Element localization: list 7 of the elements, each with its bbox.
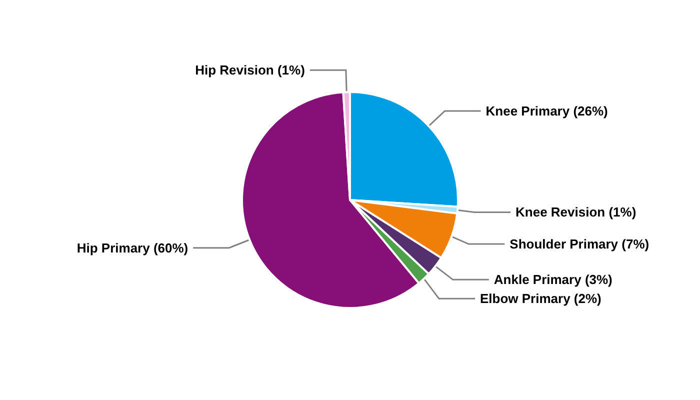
slice-label: Ankle Primary (3%) [494,272,612,288]
slice-label: Hip Revision (1%) [195,62,305,78]
slice-label: Knee Revision (1%) [516,204,636,220]
slice-label: Knee Primary (26%) [486,104,608,119]
slice-label: Shoulder Primary (7%) [510,236,650,252]
slice-label: Elbow Primary (2%) [480,291,602,306]
slice-label: Hip Primary (60%) [76,240,188,256]
